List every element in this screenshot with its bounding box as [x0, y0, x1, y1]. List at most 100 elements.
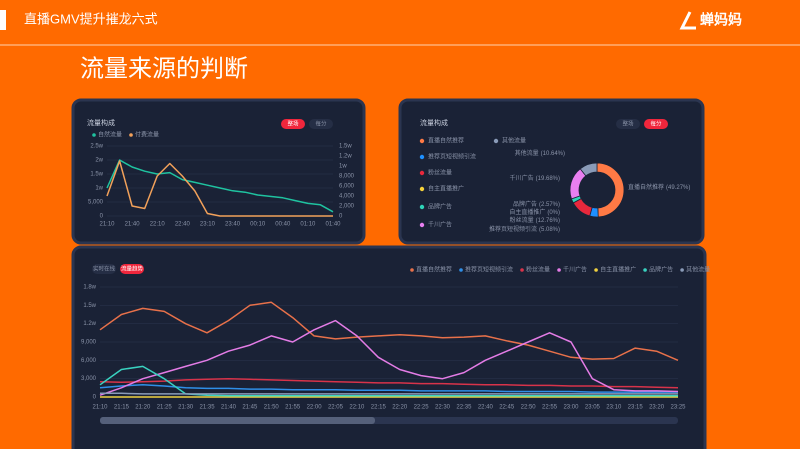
x-tick-label: 21:40: [221, 405, 237, 411]
x-tick-label: 22:10: [150, 222, 166, 228]
y2-tick-label: 8,000: [339, 174, 355, 180]
tab-label[interactable]: 每分: [315, 119, 327, 127]
x-tick-label: 23:00: [563, 405, 579, 411]
x-tick-label: 23:15: [628, 405, 644, 411]
x-tick-label: 21:15: [114, 405, 130, 411]
panel: [71, 245, 707, 449]
tab[interactable]: [281, 119, 305, 129]
legend-label: 其他流量: [686, 266, 710, 274]
x-tick-label: 22:45: [499, 405, 515, 411]
legend-swatch: [557, 268, 561, 272]
y-tick-label: 0: [100, 214, 104, 220]
legend-label: 直播自然推荐: [416, 266, 452, 274]
x-tick-label: 21:25: [157, 405, 173, 411]
y-tick-label: 9,000: [81, 340, 97, 346]
y2-tick-label: 1.5w: [339, 144, 352, 150]
panel: [398, 98, 705, 245]
y-tick-label: 2.5w: [90, 144, 103, 150]
x-tick-label: 00:40: [275, 222, 291, 228]
legend-swatch: [419, 170, 425, 176]
tab-label[interactable]: 实时在线: [93, 264, 116, 272]
tab-label[interactable]: 整场: [622, 119, 634, 127]
legend-label: 推荐页短视频引流: [465, 266, 513, 274]
legend-swatch: [419, 204, 425, 210]
legend-label: 粉丝流量: [428, 169, 452, 177]
x-tick-label: 22:25: [414, 405, 430, 411]
x-tick-label: 22:40: [175, 222, 191, 228]
tab-label[interactable]: 整场: [287, 119, 299, 127]
legend-swatch: [594, 268, 598, 272]
series-line: [106, 160, 333, 217]
legend-label: 自主直播推广: [600, 266, 636, 274]
legend-swatch: [419, 138, 425, 144]
x-tick-label: 21:35: [200, 405, 216, 411]
tab[interactable]: [120, 264, 144, 274]
slice-label: 其他流量 (10.64%): [515, 149, 565, 157]
legend-label: 推荐页短视频引流: [428, 153, 476, 161]
tab[interactable]: [644, 119, 668, 129]
pie-slice: [579, 162, 598, 177]
slice-value: (19.68%): [536, 176, 560, 182]
scroll-thumb[interactable]: [100, 417, 375, 424]
x-tick-label: 21:20: [135, 405, 151, 411]
x-tick-label: 22:00: [307, 405, 323, 411]
tab[interactable]: [309, 119, 333, 129]
y-tick-label: 1.5w: [90, 172, 103, 178]
slice-label: 粉丝流量 (12.76%): [510, 216, 560, 224]
x-tick-label: 22:50: [521, 405, 537, 411]
y2-tick-label: 6,000: [339, 184, 355, 190]
slice-label: 品牌广告 (2.57%): [513, 200, 560, 208]
x-tick-label: 23:05: [585, 405, 601, 411]
chart-title: 流量构成: [420, 118, 448, 127]
y2-tick-label: 1.2w: [339, 154, 352, 160]
x-tick-label: 22:10: [349, 405, 365, 411]
legend-swatch: [419, 154, 425, 160]
tab-label[interactable]: 每分: [650, 119, 662, 127]
x-tick-label: 21:55: [285, 405, 301, 411]
x-tick-label: 21:40: [125, 222, 141, 228]
y2-tick-label: 1w: [339, 164, 347, 170]
slice-label: 推荐页短视频引流 (5.08%): [489, 225, 560, 233]
header-bar: [0, 10, 6, 30]
slice-value: (2.57%): [539, 202, 560, 208]
y-tick-label: 6,000: [81, 358, 97, 364]
legend-swatch: [410, 268, 414, 272]
legend-label: 千川广告: [563, 266, 587, 274]
slice-value: (5.08%): [539, 227, 560, 233]
legend-label: 付费流量: [135, 131, 159, 139]
x-tick-label: 22:55: [542, 405, 558, 411]
y2-tick-label: 0: [339, 214, 343, 220]
y-tick-label: 0: [93, 395, 97, 401]
tab-label[interactable]: 流量趋势: [121, 264, 144, 272]
legend-swatch: [643, 268, 647, 272]
legend-label: 自然流量: [98, 131, 122, 139]
y2-tick-label: 2,000: [339, 204, 355, 210]
x-tick-label: 21:30: [178, 405, 194, 411]
slice-value: (0%): [547, 210, 560, 216]
slice-name: 千川广告: [510, 174, 534, 182]
brand: 蝉妈妈: [700, 12, 742, 28]
x-tick-label: 22:35: [456, 405, 472, 411]
series-line: [106, 159, 334, 213]
series-line: [99, 384, 678, 393]
x-tick-label: 22:20: [392, 405, 408, 411]
slice-name: 其他流量: [515, 149, 539, 157]
x-tick-label: 23:40: [225, 222, 241, 228]
legend-swatch: [680, 268, 684, 272]
x-tick-label: 21:10: [99, 222, 115, 228]
y-tick-label: 5,000: [88, 200, 104, 206]
slice-label: 自主直播推广 (0%): [509, 208, 560, 216]
slice-label: 直播自然推荐 (49.27%): [628, 183, 690, 191]
series-line: [99, 301, 679, 361]
x-tick-label: 21:45: [242, 405, 258, 411]
x-tick-label: 22:30: [435, 405, 451, 411]
legend-swatch: [459, 268, 463, 272]
tab[interactable]: [616, 119, 640, 129]
tab[interactable]: [92, 264, 116, 274]
x-tick-label: 21:10: [92, 405, 108, 411]
slice-value: (10.64%): [541, 151, 565, 157]
x-tick-label: 23:10: [606, 405, 622, 411]
brand-logo: [679, 11, 696, 30]
